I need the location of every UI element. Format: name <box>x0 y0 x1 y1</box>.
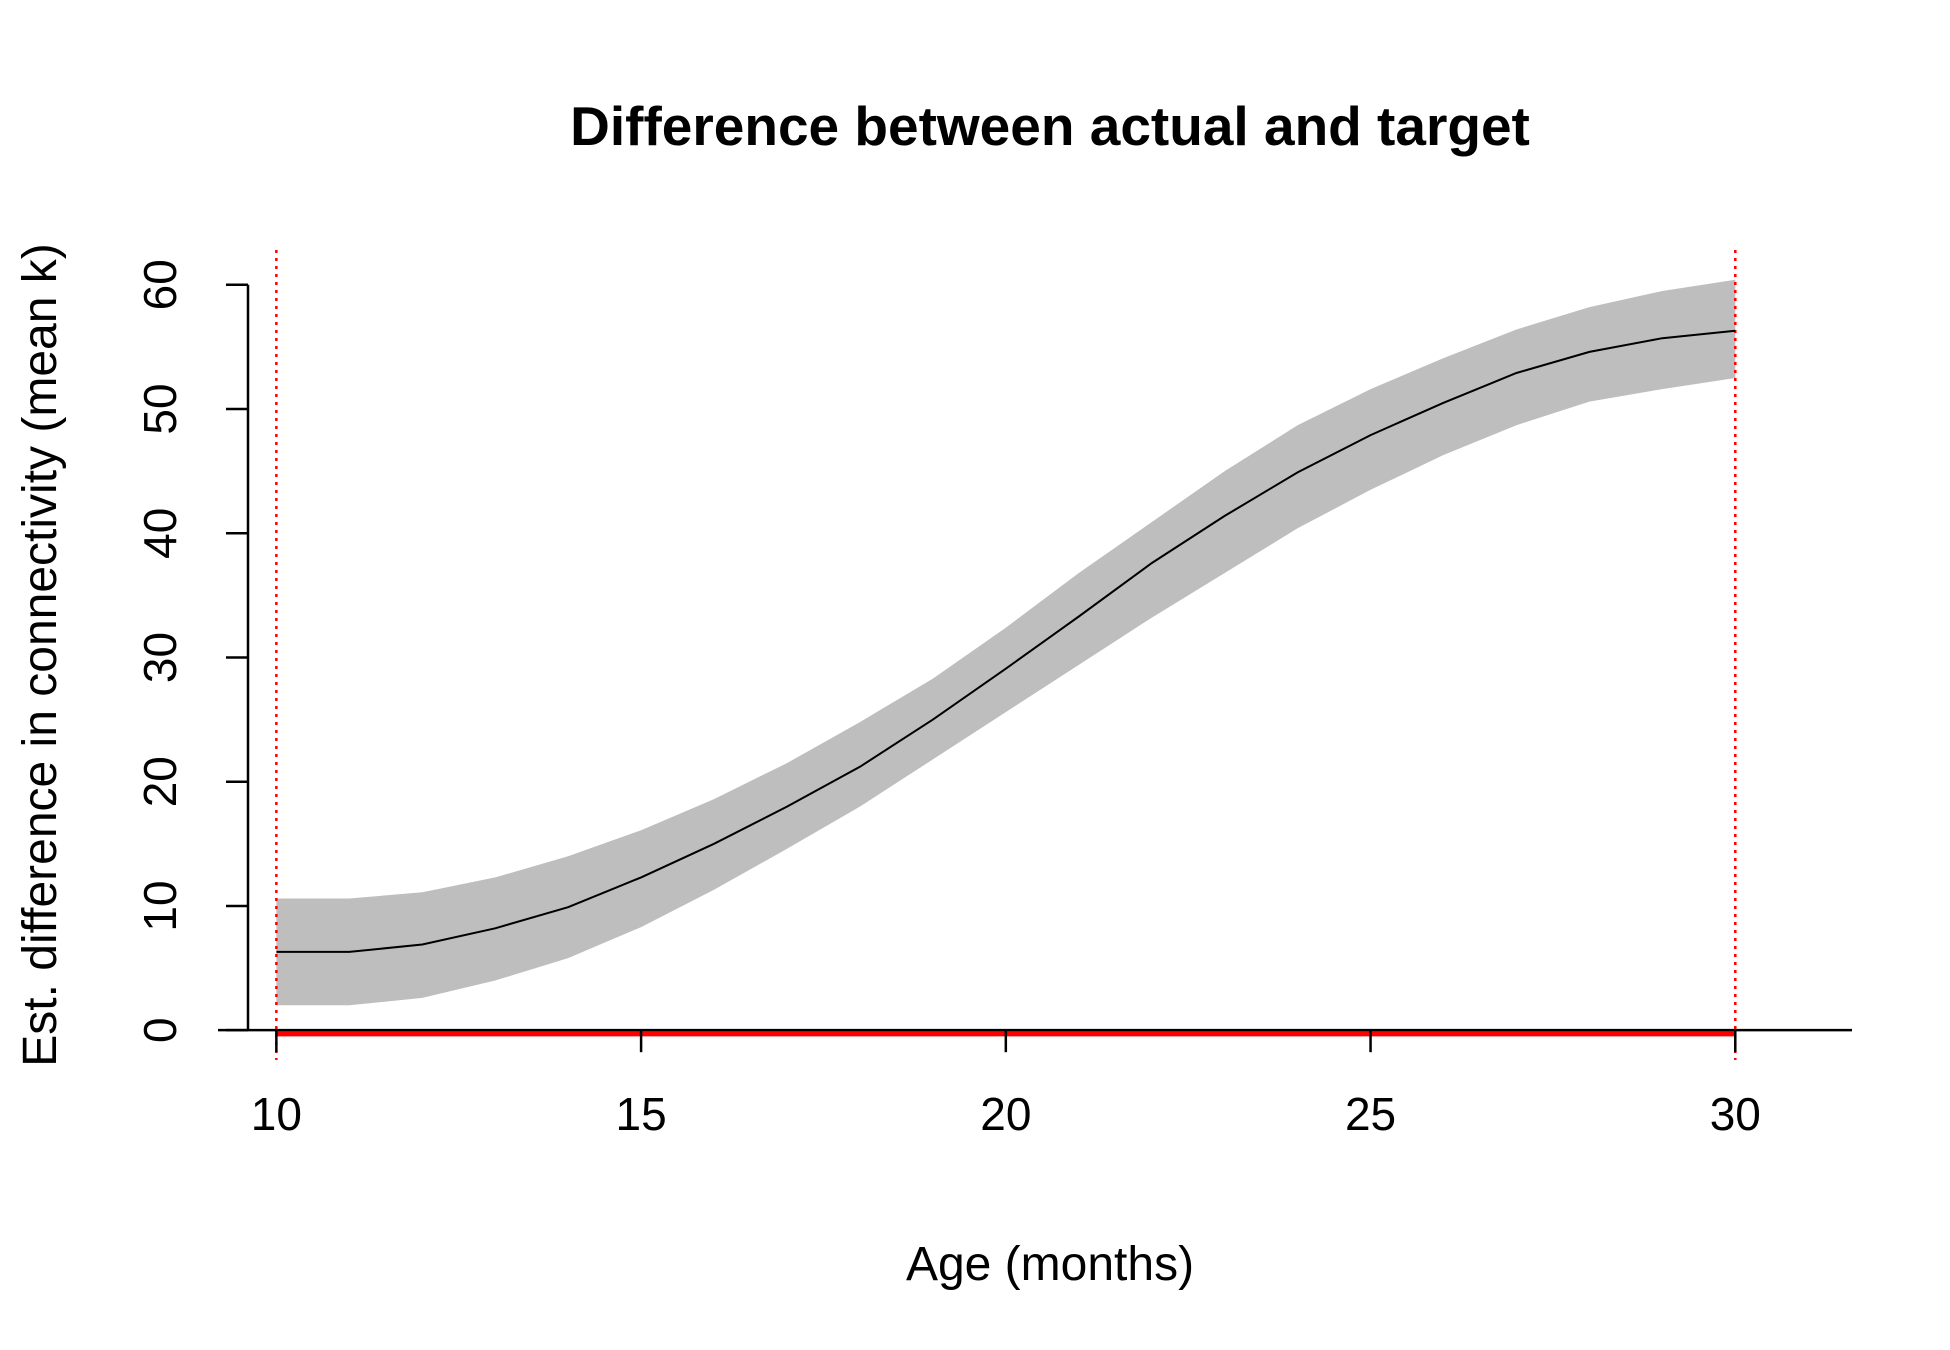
x-axis-label: Age (months) <box>906 1238 1194 1291</box>
y-tick-label-60: 60 <box>134 259 186 310</box>
y-axis-label: Est. difference in connectivity (mean k) <box>14 243 67 1066</box>
x-tick-label-30: 30 <box>1710 1088 1761 1140</box>
x-tick-label-20: 20 <box>980 1088 1031 1140</box>
chart-title: Difference between actual and target <box>570 95 1530 157</box>
y-tick-label-50: 50 <box>134 383 186 434</box>
plot-area <box>275 250 1737 1060</box>
y-tick-label-0: 0 <box>134 1017 186 1043</box>
fitted-line <box>276 329 1736 953</box>
y-tick-label-30: 30 <box>134 632 186 683</box>
x-tick-label-25: 25 <box>1345 1088 1396 1140</box>
y-tick-label-20: 20 <box>134 756 186 807</box>
confidence-band <box>276 279 1736 1006</box>
y-tick-label-40: 40 <box>134 508 186 559</box>
x-tick-label-10: 10 <box>251 1088 302 1140</box>
x-tick-label-15: 15 <box>616 1088 667 1140</box>
x-axis: 10 15 20 25 30 <box>218 1028 1852 1140</box>
y-axis: 0 10 20 30 40 50 60 <box>134 259 250 1043</box>
y-tick-label-10: 10 <box>134 880 186 931</box>
